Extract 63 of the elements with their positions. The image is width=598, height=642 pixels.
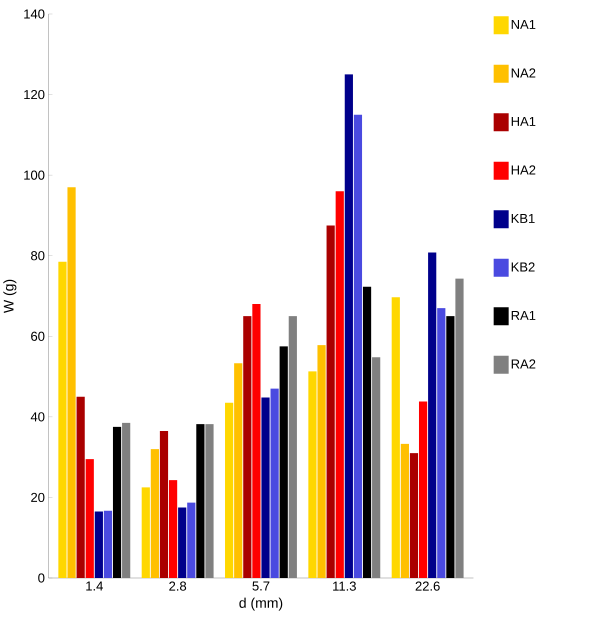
bar (261, 398, 270, 578)
y-tick-label: 40 (30, 412, 44, 422)
bar (400, 444, 409, 578)
bar (67, 187, 76, 578)
legend-label: KB2 (512, 262, 534, 272)
bar (168, 480, 178, 578)
bar (104, 510, 112, 578)
legend-label: NA1 (512, 20, 536, 29)
legend-label: NA2 (512, 68, 536, 78)
bar (270, 388, 279, 578)
bar (446, 316, 454, 578)
y-tick-label: 120 (24, 90, 44, 100)
legend-label: KB1 (512, 214, 534, 223)
legend-label: HA1 (512, 116, 536, 126)
bar (224, 402, 234, 578)
bar (112, 426, 122, 578)
bar (160, 430, 168, 578)
y-tick-label: 60 (30, 332, 44, 341)
bar (178, 507, 186, 578)
bar (288, 316, 297, 578)
bar (437, 308, 446, 578)
bar (205, 424, 214, 578)
x-tick-label: 11.3 (332, 582, 356, 591)
bar (362, 286, 372, 578)
bar (196, 424, 204, 578)
bar (94, 512, 103, 578)
bar (336, 191, 344, 578)
legend-label: RA2 (512, 359, 536, 368)
bar (410, 453, 418, 578)
bar (76, 396, 85, 578)
bar (418, 402, 428, 578)
bar (187, 502, 196, 578)
bar (86, 459, 94, 578)
y-tick-label: 140 (24, 9, 44, 19)
x-tick-label: 5.7 (252, 582, 270, 591)
bar (243, 316, 252, 578)
y-tick-label: 0 (38, 573, 44, 583)
bar (344, 74, 353, 578)
legend-label: RA1 (512, 310, 536, 320)
bar (308, 371, 316, 578)
bar (252, 304, 260, 578)
bar (122, 422, 130, 578)
bar (354, 114, 362, 578)
bar (150, 449, 159, 578)
bar (234, 363, 242, 578)
bar (58, 262, 66, 578)
y-tick-label: 80 (30, 251, 44, 260)
legend-label: HA2 (512, 165, 536, 174)
x-tick-label: 22.6 (416, 582, 440, 591)
bar (326, 225, 335, 578)
x-axis-title: d (mm) (239, 598, 282, 611)
bar (317, 345, 326, 578)
bar (142, 487, 150, 578)
y-tick-label: 20 (30, 492, 44, 502)
bar (279, 346, 288, 578)
bar (372, 357, 380, 578)
bar (428, 252, 436, 578)
bar (392, 297, 400, 578)
x-tick-label: 2.8 (169, 582, 186, 591)
x-tick-label: 1.4 (86, 582, 103, 590)
y-axis-title: W (g) (3, 280, 16, 314)
bar (455, 278, 464, 578)
y-tick-label: 100 (24, 170, 44, 180)
